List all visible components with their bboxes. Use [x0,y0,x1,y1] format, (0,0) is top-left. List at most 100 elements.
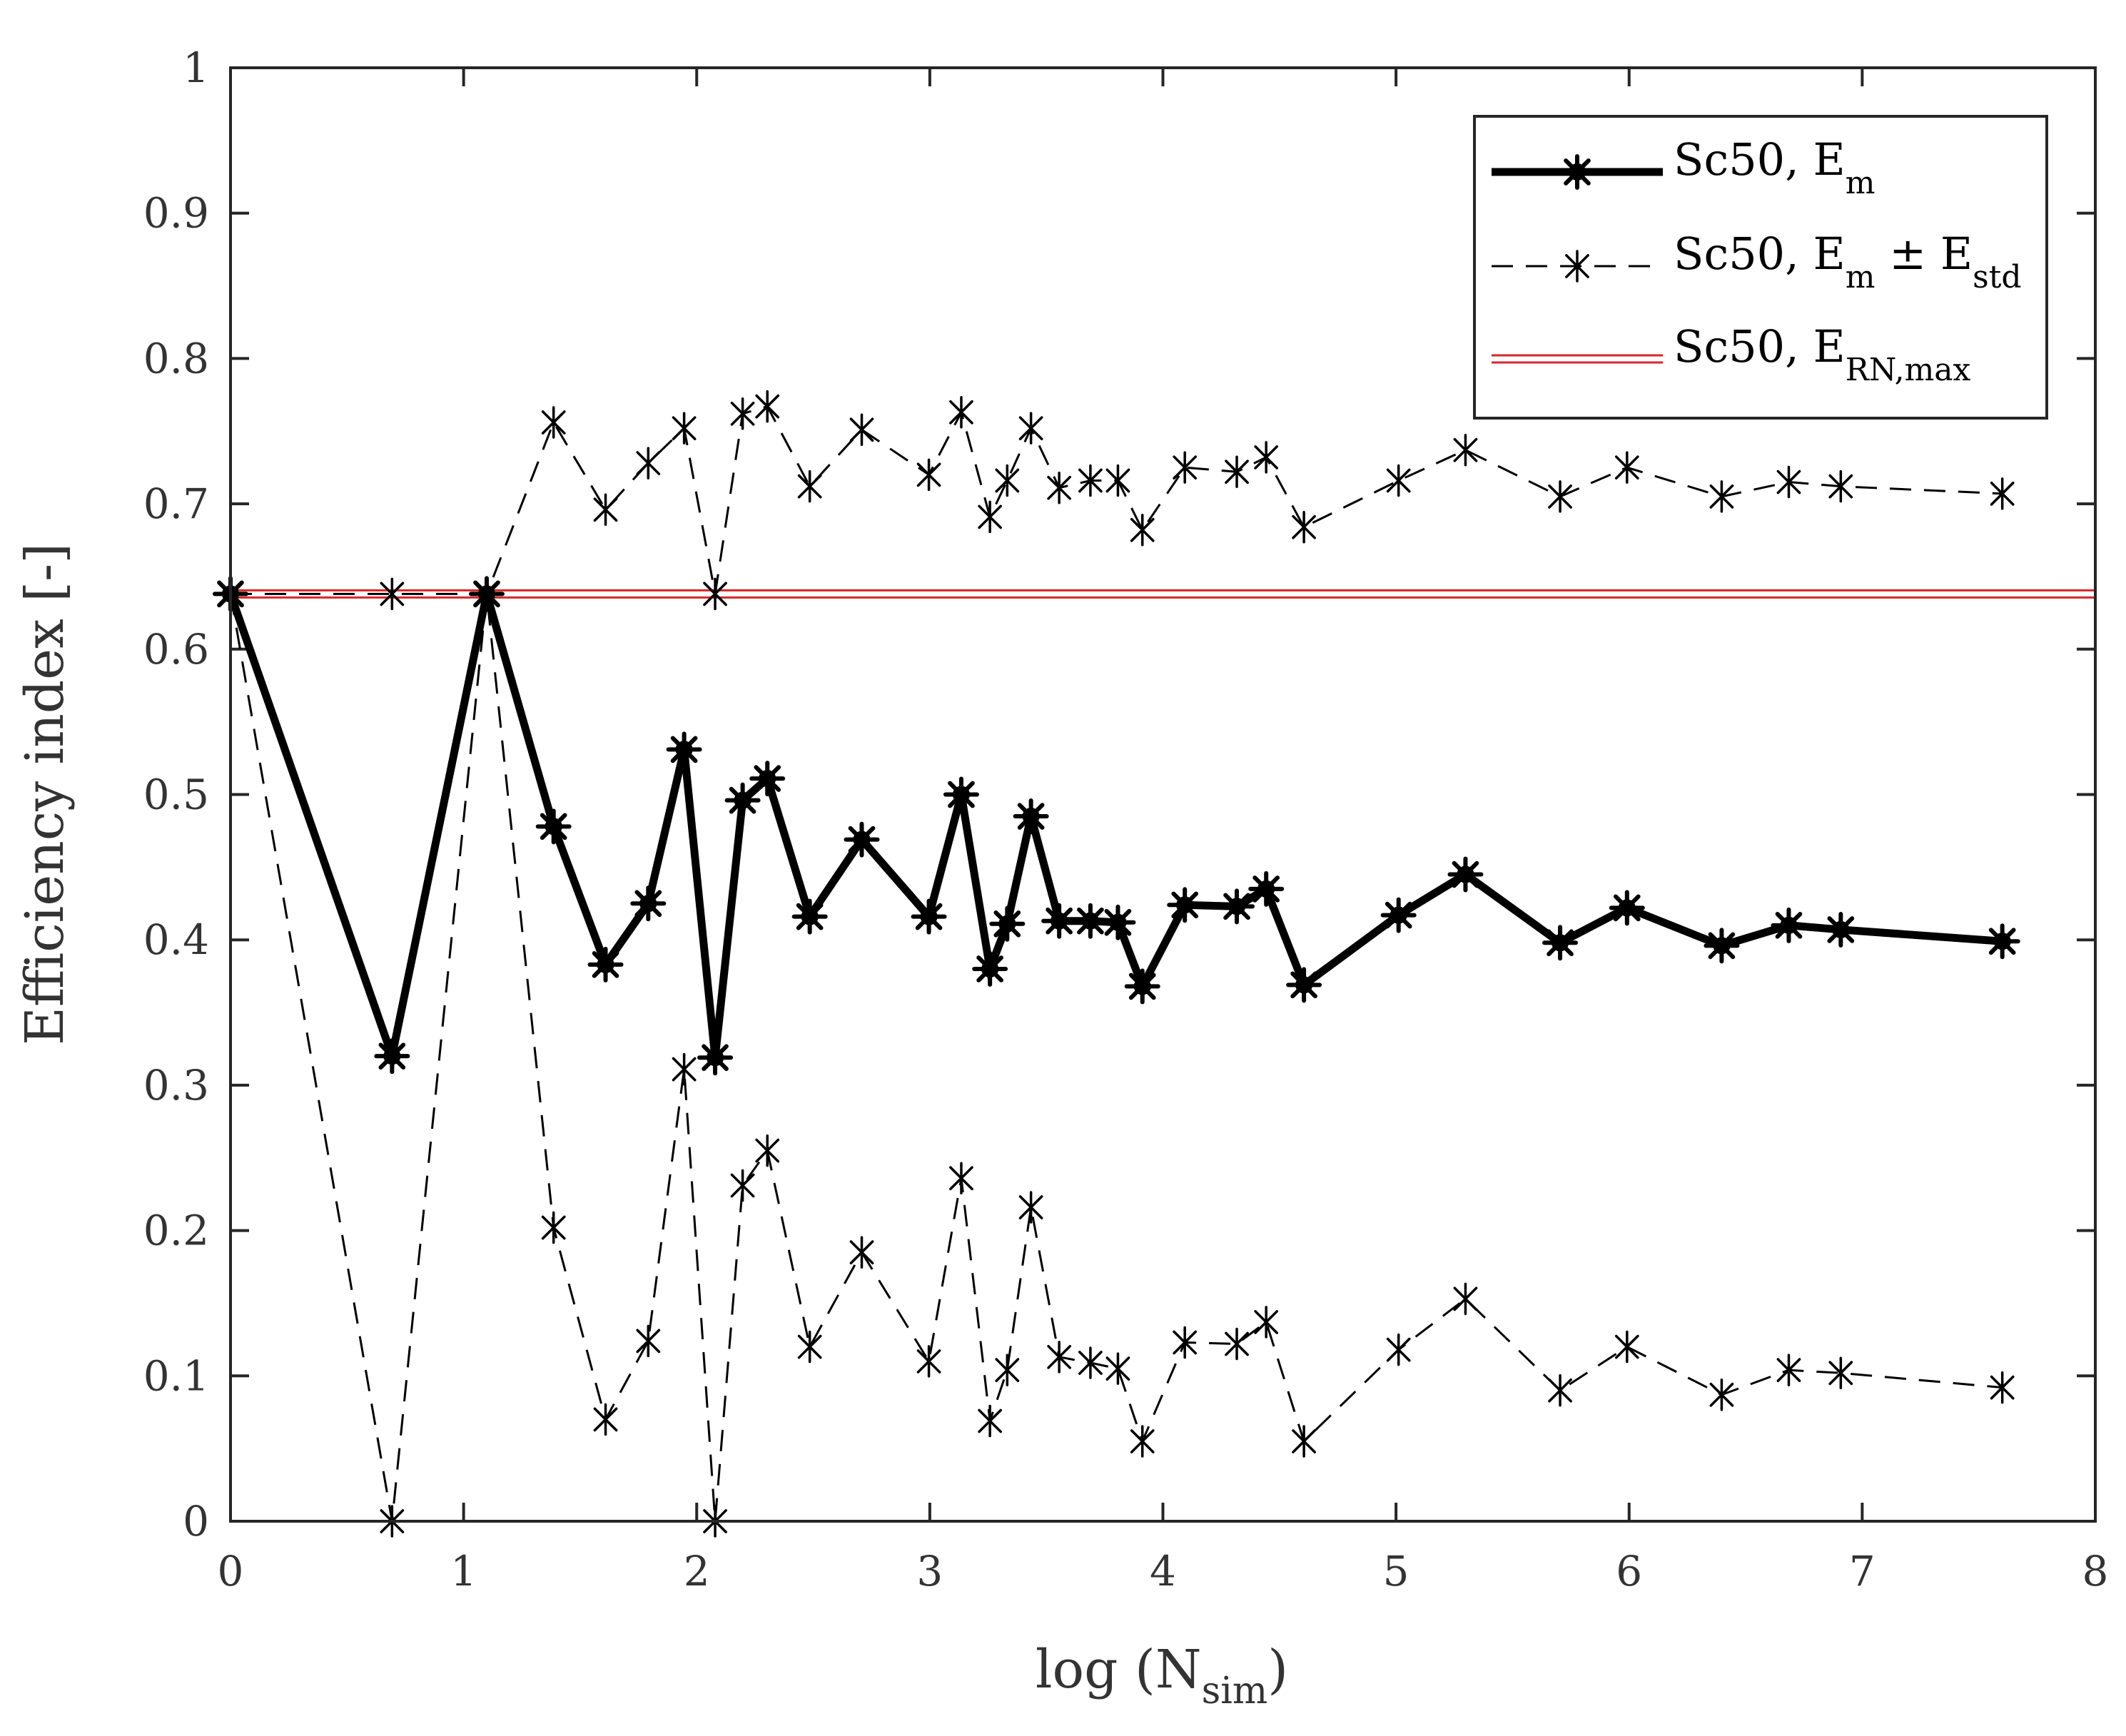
upper-point [755,390,780,423]
upper-point [995,464,1020,497]
x-axis-label-base: log (N [1036,1639,1202,1700]
upper-point [593,493,618,526]
mean-point [535,808,572,845]
lower-point [1225,1327,1249,1361]
y-tick-label: 0.8 [143,334,209,382]
x-tick-label: 3 [916,1547,943,1595]
lower-point [672,1052,697,1086]
mean-point [374,1038,410,1075]
lower-point [1386,1333,1411,1366]
x-axis-label-subscript: sim [1202,1670,1268,1712]
x-axis-label: log (Nsim) [1036,1639,1288,1712]
legend-label-std: Sc50, Em ± Estd [1674,228,2022,295]
upper-point [949,396,973,429]
mean-point [468,576,505,612]
upper-point [1548,480,1572,513]
lower-point [1709,1379,1734,1411]
mean-point [630,885,667,922]
mean-point [1124,968,1160,1005]
lower-point [849,1236,874,1269]
upper-point [541,406,566,439]
series-line-lower [229,594,2003,1522]
y-axis-label: Efficiency index [-] [14,543,76,1045]
upper-point [1709,480,1734,513]
lower-point [978,1404,1003,1438]
mean-point [749,761,786,797]
upper-point [636,447,661,479]
lower-point [1990,1371,2015,1404]
mean-point [1609,890,1645,926]
y-tick-label: 0 [183,1497,209,1545]
mean-point [1219,888,1255,925]
ticks-layer: 0 1 2 3 4 5 6 7 8 0 0.1 0.2 0.3 0.4 0.5 0.6 0.7 0.8 0.9 1 [143,44,2109,1595]
lower-point [1776,1354,1801,1386]
mean-point [791,898,828,935]
x-axis-label-suffix: ) [1267,1639,1288,1700]
lower-point [755,1134,780,1167]
y-tick-label: 0.6 [143,625,209,674]
upper-point [1453,433,1478,467]
upper-point [1614,451,1639,484]
upper-point [703,577,727,611]
mean-point [1286,967,1322,1003]
legend-label-ern: Sc50, ERN,max [1674,320,1971,388]
y-tick-label: 0.7 [143,479,209,528]
plot-frame [229,66,2097,1523]
legend-label-mean: Sc50, Em [1674,133,1876,201]
x-tick-label: 1 [450,1547,477,1595]
upper-point [380,577,405,611]
lower-point [1614,1330,1639,1364]
mean-point [911,898,947,935]
lower-point [1828,1356,1853,1389]
mean-point [1823,911,1859,948]
mean-point [1542,925,1579,961]
y-tick-label: 1 [183,44,209,92]
lower-point [1105,1352,1130,1385]
upper-point [730,397,755,430]
lower-point [1078,1346,1103,1379]
upper-point [978,500,1003,534]
lower-point [730,1169,755,1202]
mean-point [724,782,761,818]
lower-point [797,1330,822,1364]
mean-point [1984,923,2020,960]
upper-point [1130,514,1155,547]
mean-point [1447,856,1484,893]
lower-point [636,1324,661,1358]
upper-point [1078,464,1103,497]
mean-point [1380,897,1417,933]
x-tick-label: 2 [684,1547,710,1595]
x-tick-label: 5 [1383,1547,1409,1595]
lower-point [1548,1374,1572,1407]
upper-point [1225,455,1249,489]
y-tick-label: 0.9 [143,189,209,238]
upper-point [1292,510,1316,544]
upper-point [1990,477,2015,510]
lower-point [1047,1341,1072,1374]
upper-point [1254,441,1279,474]
mean-point [697,1040,734,1076]
mean-point [1248,870,1285,907]
upper-point [1173,451,1198,484]
upper-point [672,412,697,445]
lower-point [995,1354,1020,1386]
lower-point [593,1403,618,1436]
upper-point [797,469,822,503]
mean-point [943,776,979,813]
lower-point [1173,1326,1198,1359]
lower-point [1453,1282,1478,1316]
mean-point [587,946,624,983]
mean-point [1072,903,1108,939]
lower-point [916,1345,941,1378]
x-tick-label: 7 [1849,1547,1876,1595]
y-tick-label: 0.2 [143,1207,209,1255]
upper-point [1776,465,1801,499]
upper-point [849,413,874,446]
upper-point [1386,464,1411,497]
legend-marker-mean [1559,154,1595,190]
reference-line-ern-max [231,589,2095,599]
mean-point [972,950,1008,987]
upper-point [1018,412,1043,445]
y-tick-label: 0.3 [143,1061,209,1110]
